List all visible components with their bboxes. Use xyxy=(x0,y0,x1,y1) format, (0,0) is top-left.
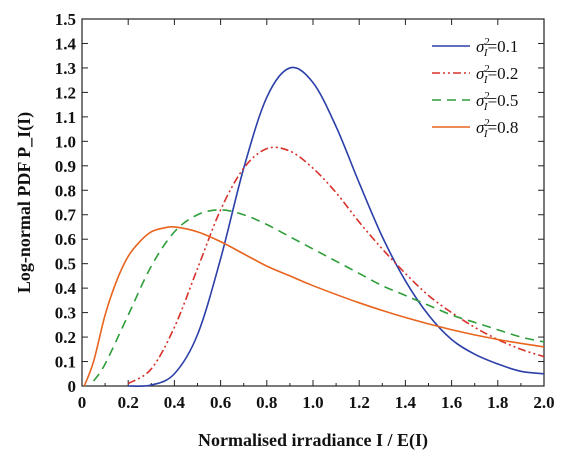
x-tick-label: 1.2 xyxy=(349,393,370,412)
series-line-4 xyxy=(83,225,545,387)
y-tick-label: 0.7 xyxy=(55,206,77,225)
x-tick-label: 2.0 xyxy=(533,393,554,412)
y-tick-label: 1.0 xyxy=(55,132,76,151)
x-axis-title: Normalised irradiance I / E(I) xyxy=(198,430,428,451)
x-tick-label: 1.6 xyxy=(441,393,462,412)
y-tick-label: 0.2 xyxy=(55,328,76,347)
y-tick-label: 0.6 xyxy=(55,230,76,249)
legend-label: σ2 I=0.8 xyxy=(476,117,518,140)
legend-label: σ2 I=0.2 xyxy=(476,63,518,86)
x-tick-label: 0.4 xyxy=(164,393,186,412)
x-tick-label: 1.8 xyxy=(487,393,508,412)
x-tick-label: 0.8 xyxy=(256,393,277,412)
y-tick-label: 0.4 xyxy=(55,279,77,298)
plot-frame xyxy=(81,18,545,387)
y-tick-label: 0.5 xyxy=(55,255,76,274)
y-tick-label: 0.3 xyxy=(55,304,76,323)
x-tick-label: 0.2 xyxy=(118,393,139,412)
y-tick-label: 0 xyxy=(68,377,77,396)
y-tick-label: 1.5 xyxy=(55,10,76,29)
y-tick-label: 1.2 xyxy=(55,83,76,102)
plot-area xyxy=(81,18,545,387)
x-tick-label: 0 xyxy=(78,393,87,412)
y-tick-label: 0.1 xyxy=(55,353,76,372)
series-line-2 xyxy=(127,146,545,385)
x-tick-label: 0.6 xyxy=(210,393,231,412)
series-line-3 xyxy=(92,209,545,382)
y-tick-label: 1.3 xyxy=(55,59,76,78)
series-layer xyxy=(83,66,545,388)
x-axis-ticks: 0 0.2 0.4 0.6 0.8 1.0 1.2 1.4 1.6 1.8 2.0 xyxy=(78,19,555,412)
x-tick-label: 1.4 xyxy=(395,393,417,412)
y-axis-ticks: 0 0.1 0.2 0.3 0.4 0.5 0.6 0.7 0.8 0.9 1.0 1.1 1.2 1.3… xyxy=(55,10,544,396)
legend-label: σ2 I=0.1 xyxy=(476,36,518,59)
y-tick-label: 1.4 xyxy=(55,34,77,53)
y-tick-label: 0.9 xyxy=(55,157,76,176)
legend-label: σ2 I=0.5 xyxy=(476,90,518,113)
x-tick-label: 1.0 xyxy=(302,393,323,412)
y-tick-label: 0.8 xyxy=(55,181,76,200)
series-line-1 xyxy=(128,66,545,388)
y-axis-title: Log-normal PDF P_I(I) xyxy=(14,112,35,293)
y-tick-label: 1.1 xyxy=(55,108,76,127)
legend: σ2 I=0.1 σ2 I=0.2 σ2 I=0.5 σ2 I=0.8 xyxy=(432,36,518,140)
